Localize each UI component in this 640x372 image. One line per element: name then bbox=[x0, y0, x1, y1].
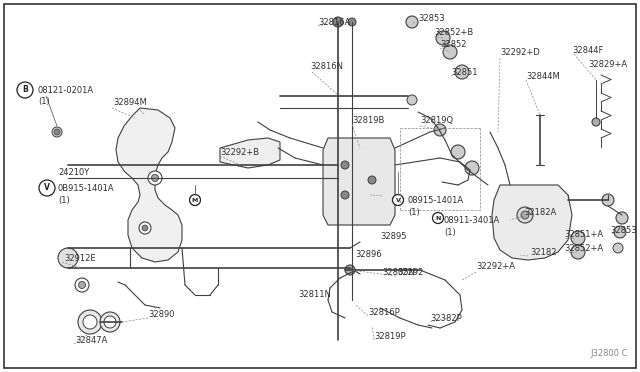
Polygon shape bbox=[116, 108, 182, 262]
Text: 08121-0201A: 08121-0201A bbox=[38, 86, 94, 95]
Circle shape bbox=[436, 31, 450, 45]
Text: (1): (1) bbox=[444, 228, 456, 237]
Circle shape bbox=[189, 195, 200, 205]
Circle shape bbox=[465, 161, 479, 175]
Circle shape bbox=[433, 213, 443, 223]
Circle shape bbox=[17, 82, 33, 98]
Text: V: V bbox=[396, 198, 401, 202]
Circle shape bbox=[571, 245, 585, 259]
Circle shape bbox=[333, 17, 343, 27]
Circle shape bbox=[142, 225, 148, 231]
Text: 32819B: 32819B bbox=[352, 116, 385, 125]
Circle shape bbox=[341, 191, 349, 199]
Text: 08915-1401A: 08915-1401A bbox=[408, 196, 464, 205]
Text: 32852+A: 32852+A bbox=[564, 244, 603, 253]
Text: (1): (1) bbox=[58, 196, 70, 205]
Polygon shape bbox=[492, 185, 572, 260]
Circle shape bbox=[341, 161, 349, 169]
Circle shape bbox=[190, 195, 200, 205]
Text: 32805N: 32805N bbox=[382, 268, 415, 277]
Circle shape bbox=[79, 282, 86, 289]
Text: M: M bbox=[192, 198, 198, 202]
Circle shape bbox=[571, 231, 585, 245]
Text: 32894M: 32894M bbox=[113, 98, 147, 107]
Circle shape bbox=[433, 212, 444, 224]
Circle shape bbox=[368, 176, 376, 184]
Text: 32851+A: 32851+A bbox=[564, 230, 603, 239]
Text: 32292: 32292 bbox=[397, 268, 424, 277]
Text: 32811N: 32811N bbox=[298, 290, 331, 299]
Text: 32895: 32895 bbox=[380, 232, 406, 241]
Circle shape bbox=[517, 207, 533, 223]
Text: 32852: 32852 bbox=[440, 40, 467, 49]
Text: V: V bbox=[44, 183, 50, 192]
Circle shape bbox=[602, 194, 614, 206]
Polygon shape bbox=[220, 138, 280, 168]
Circle shape bbox=[348, 18, 356, 26]
Text: J32800 C: J32800 C bbox=[591, 349, 628, 358]
Circle shape bbox=[39, 180, 55, 196]
Circle shape bbox=[78, 310, 102, 334]
Text: 32847A: 32847A bbox=[75, 336, 108, 345]
Text: 32819Q: 32819Q bbox=[420, 116, 453, 125]
Text: 0B915-1401A: 0B915-1401A bbox=[58, 184, 115, 193]
Circle shape bbox=[434, 124, 446, 136]
Circle shape bbox=[443, 45, 457, 59]
Text: 32292+B: 32292+B bbox=[220, 148, 259, 157]
Text: 32853: 32853 bbox=[610, 226, 637, 235]
Circle shape bbox=[83, 315, 97, 329]
Circle shape bbox=[152, 174, 159, 182]
Circle shape bbox=[613, 243, 623, 253]
Text: 32292+A: 32292+A bbox=[476, 262, 515, 271]
Text: 08911-3401A: 08911-3401A bbox=[444, 216, 500, 225]
Text: 32182A: 32182A bbox=[524, 208, 556, 217]
Circle shape bbox=[592, 118, 600, 126]
Text: 32890: 32890 bbox=[148, 310, 175, 319]
Circle shape bbox=[139, 222, 151, 234]
Text: 32292+D: 32292+D bbox=[500, 48, 540, 57]
Circle shape bbox=[616, 212, 628, 224]
Circle shape bbox=[52, 127, 62, 137]
Text: 32382P: 32382P bbox=[430, 314, 461, 323]
Text: 32844F: 32844F bbox=[572, 46, 604, 55]
Text: 32852+B: 32852+B bbox=[434, 28, 473, 37]
Text: 32844M: 32844M bbox=[526, 72, 560, 81]
Circle shape bbox=[75, 278, 89, 292]
Text: 32896: 32896 bbox=[355, 250, 381, 259]
Circle shape bbox=[614, 226, 626, 238]
Text: (1): (1) bbox=[38, 97, 50, 106]
Circle shape bbox=[455, 65, 469, 79]
Circle shape bbox=[54, 129, 60, 135]
Text: B: B bbox=[22, 86, 28, 94]
Text: 32819P: 32819P bbox=[374, 332, 406, 341]
Circle shape bbox=[451, 145, 465, 159]
Text: 32182: 32182 bbox=[530, 248, 557, 257]
Circle shape bbox=[104, 316, 116, 328]
Text: 32829+A: 32829+A bbox=[588, 60, 627, 69]
Circle shape bbox=[345, 265, 355, 275]
Text: 32912E: 32912E bbox=[64, 254, 95, 263]
Circle shape bbox=[406, 16, 418, 28]
Polygon shape bbox=[323, 138, 395, 225]
Circle shape bbox=[407, 95, 417, 105]
Text: 32851: 32851 bbox=[451, 68, 477, 77]
Circle shape bbox=[393, 195, 403, 205]
Text: (1): (1) bbox=[408, 208, 420, 217]
Circle shape bbox=[148, 171, 162, 185]
Text: 32853: 32853 bbox=[418, 14, 445, 23]
Text: 24210Y: 24210Y bbox=[58, 168, 89, 177]
Circle shape bbox=[521, 211, 529, 219]
Text: 32816N: 32816N bbox=[310, 62, 343, 71]
Text: 32816P: 32816P bbox=[368, 308, 400, 317]
Circle shape bbox=[100, 312, 120, 332]
Text: N: N bbox=[435, 215, 441, 221]
Circle shape bbox=[392, 195, 403, 205]
Circle shape bbox=[58, 248, 78, 268]
Text: 32816A: 32816A bbox=[318, 18, 350, 27]
